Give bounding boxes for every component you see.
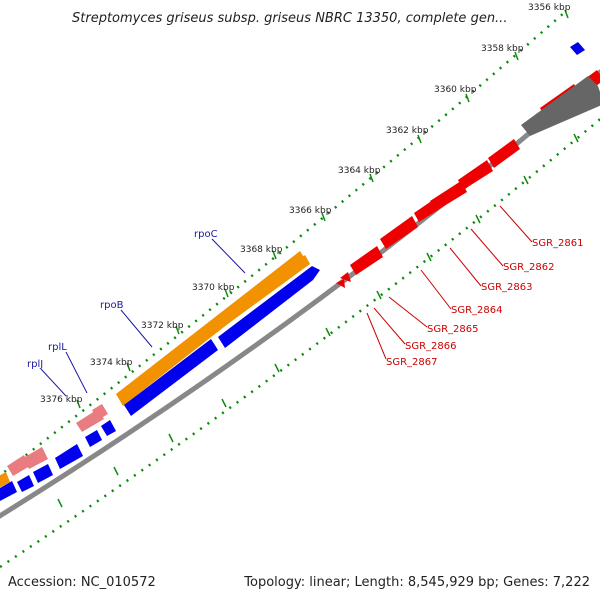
gene-arrow xyxy=(23,447,48,469)
gene-label: SGR_2866 xyxy=(405,341,457,352)
inner-scale-dots xyxy=(0,117,600,569)
forward-gene-labels: rpoC rpoB rplL rplJ xyxy=(27,229,246,397)
tick-3356 xyxy=(564,9,569,19)
gene-label: rplL xyxy=(48,342,67,353)
gene-arrow xyxy=(17,475,34,492)
gene-arrow xyxy=(33,464,53,483)
gene-arrow xyxy=(570,42,585,55)
gene-label: SGR_2861 xyxy=(532,238,584,249)
tick-3372 xyxy=(175,325,180,335)
tick-label: 3364 kbp xyxy=(338,166,381,176)
gene-arrow xyxy=(521,76,600,136)
outer-ticks xyxy=(76,9,569,409)
gene-label: SGR_2863 xyxy=(481,282,533,293)
gene-arrow xyxy=(488,139,520,168)
tick-3376 xyxy=(76,399,81,409)
reverse-strand-genes xyxy=(336,70,600,288)
tick-label: 3366 kbp xyxy=(289,206,332,216)
tick-3358 xyxy=(514,51,519,61)
map-title: Streptomyces griseus subsp. griseus NBRC… xyxy=(72,11,507,26)
tick-label: 3376 kbp xyxy=(40,395,83,405)
gene-label: rpoC xyxy=(194,229,218,240)
tick-3366 xyxy=(321,212,326,222)
gene-label: rplJ xyxy=(27,359,43,370)
gene-label: SGR_2864 xyxy=(451,305,503,316)
tick-3370 xyxy=(224,288,229,298)
reverse-gene-labels: SGR_2861 SGR_2862 SGR_2863 SGR_2864 SGR_… xyxy=(366,205,584,368)
gene-arrow xyxy=(350,246,383,275)
chromosome-axis xyxy=(0,69,600,519)
tick-label: 3362 kbp xyxy=(386,126,429,136)
accession-text: Accession: NC_010572 xyxy=(8,575,156,590)
tick-label: 3374 kbp xyxy=(90,358,133,368)
tick-3360 xyxy=(465,93,470,103)
gene-arrow xyxy=(0,472,10,488)
forward-strand-genes xyxy=(0,42,585,501)
outer-scale-dots xyxy=(0,11,566,477)
gene-arrow xyxy=(92,404,108,420)
gene-arrow xyxy=(430,181,467,211)
gene-arrow xyxy=(101,420,116,436)
gene-label: SGR_2867 xyxy=(386,357,438,368)
gene-arrow xyxy=(340,272,351,282)
gene-arrow xyxy=(207,255,310,334)
tick-3362 xyxy=(417,134,422,144)
gene-arrow xyxy=(336,279,345,288)
gene-arrow xyxy=(0,481,17,501)
tick-labels: 3356 kbp 3358 kbp 3360 kbp 3362 kbp 3364… xyxy=(40,3,571,405)
tick-label: 3372 kbp xyxy=(141,321,184,331)
tick-label: 3370 kbp xyxy=(192,283,235,293)
gene-arrow xyxy=(380,216,418,249)
topology-summary: Topology: linear; Length: 8,545,929 bp; … xyxy=(243,575,590,590)
gene-arrow xyxy=(55,444,83,469)
tick-label: 3368 kbp xyxy=(240,245,283,255)
tick-3374 xyxy=(126,362,131,372)
gene-label: SGR_2862 xyxy=(503,262,555,273)
gene-label: SGR_2865 xyxy=(427,324,479,335)
gene-label: rpoB xyxy=(100,300,124,311)
inner-scale-track xyxy=(0,117,600,569)
tick-3364 xyxy=(369,173,374,183)
gene-arrow xyxy=(458,160,493,190)
gene-arrow xyxy=(85,430,102,447)
outer-scale-track: 3356 kbp 3358 kbp 3360 kbp 3362 kbp 3364… xyxy=(0,3,571,477)
tick-label: 3358 kbp xyxy=(481,44,524,54)
gene-arrow xyxy=(414,200,438,222)
tick-label: 3356 kbp xyxy=(528,3,571,13)
tick-3368 xyxy=(272,250,277,260)
gene-arrow xyxy=(124,339,218,416)
gene-arrow xyxy=(218,266,320,348)
tick-label: 3360 kbp xyxy=(434,85,477,95)
